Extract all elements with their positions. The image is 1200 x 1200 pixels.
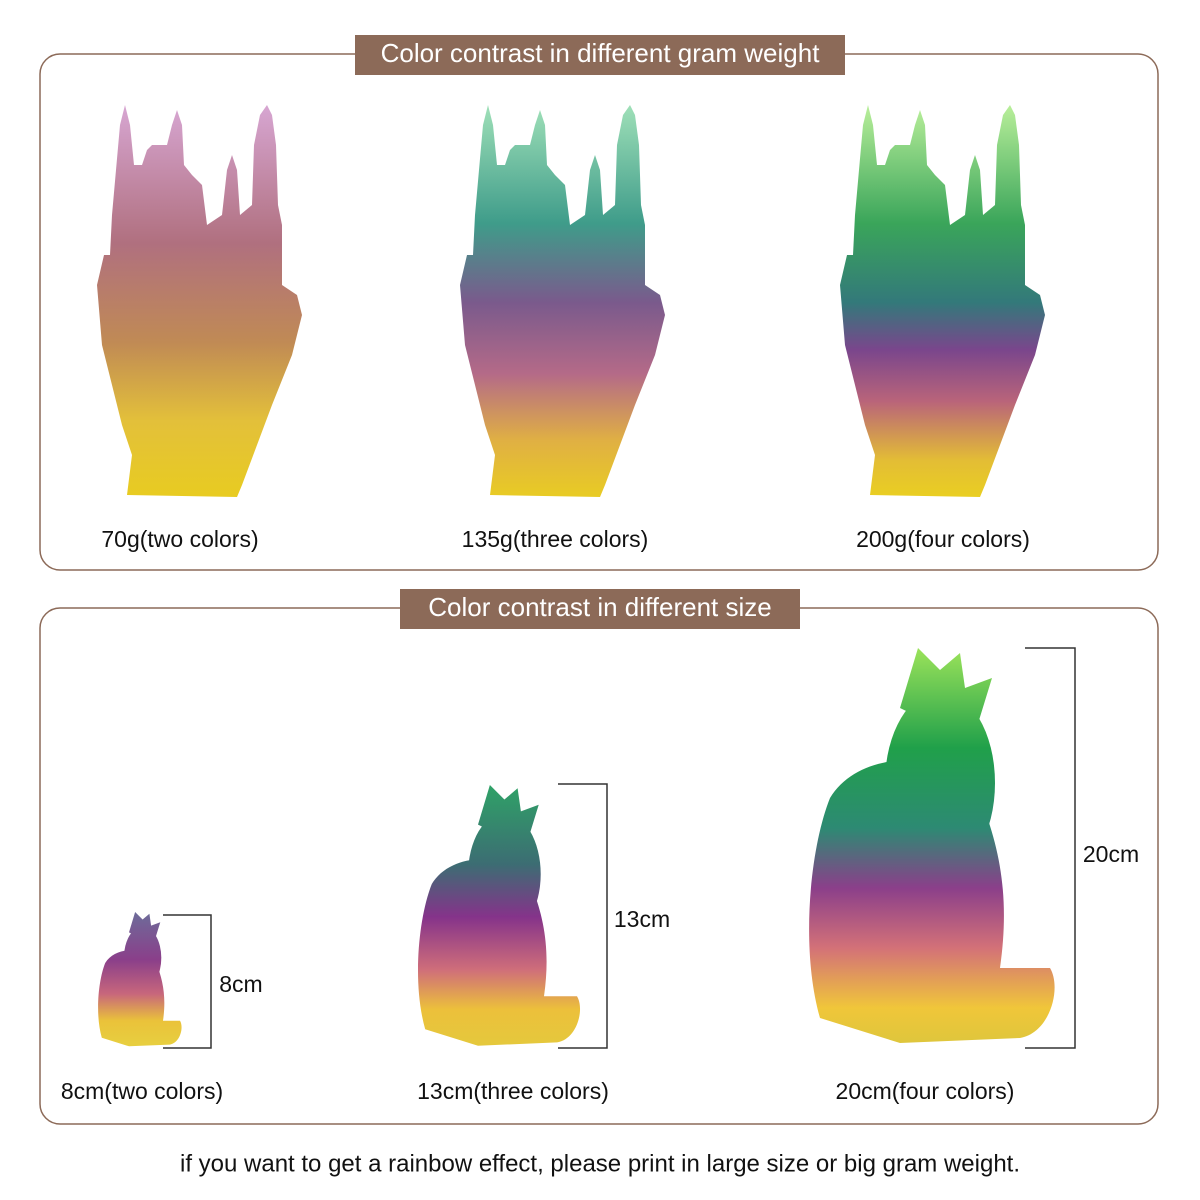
size-bracket (1025, 647, 1076, 1049)
castle-image (460, 105, 665, 497)
title-box (355, 35, 845, 75)
size-label: 13cm (614, 906, 670, 932)
section-title: Color contrast in different gram weight (381, 38, 821, 68)
caption: 20cm(four colors) (836, 1078, 1015, 1104)
caption: 70g(two colors) (101, 526, 258, 552)
size-label: 8cm (219, 971, 262, 997)
unicorn-image (418, 785, 581, 1046)
castle-image (840, 105, 1045, 497)
size-bracket (558, 783, 608, 1049)
caption: 13cm(three colors) (417, 1078, 609, 1104)
size-label: 20cm (1083, 841, 1139, 867)
title-box (400, 589, 800, 629)
caption: 8cm(two colors) (61, 1078, 223, 1104)
footer-note: if you want to get a rainbow effect, ple… (180, 1150, 1020, 1177)
caption: 135g(three colors) (462, 526, 649, 552)
section-title: Color contrast in different size (428, 592, 771, 622)
unicorn-image (809, 648, 1055, 1043)
caption: 200g(four colors) (856, 526, 1030, 552)
castle-image (97, 105, 302, 497)
unicorn-image (98, 912, 182, 1047)
size-bracket (163, 914, 212, 1049)
